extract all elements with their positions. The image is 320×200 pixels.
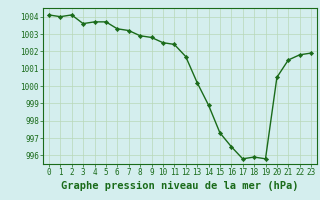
X-axis label: Graphe pression niveau de la mer (hPa): Graphe pression niveau de la mer (hPa) [61, 181, 299, 191]
